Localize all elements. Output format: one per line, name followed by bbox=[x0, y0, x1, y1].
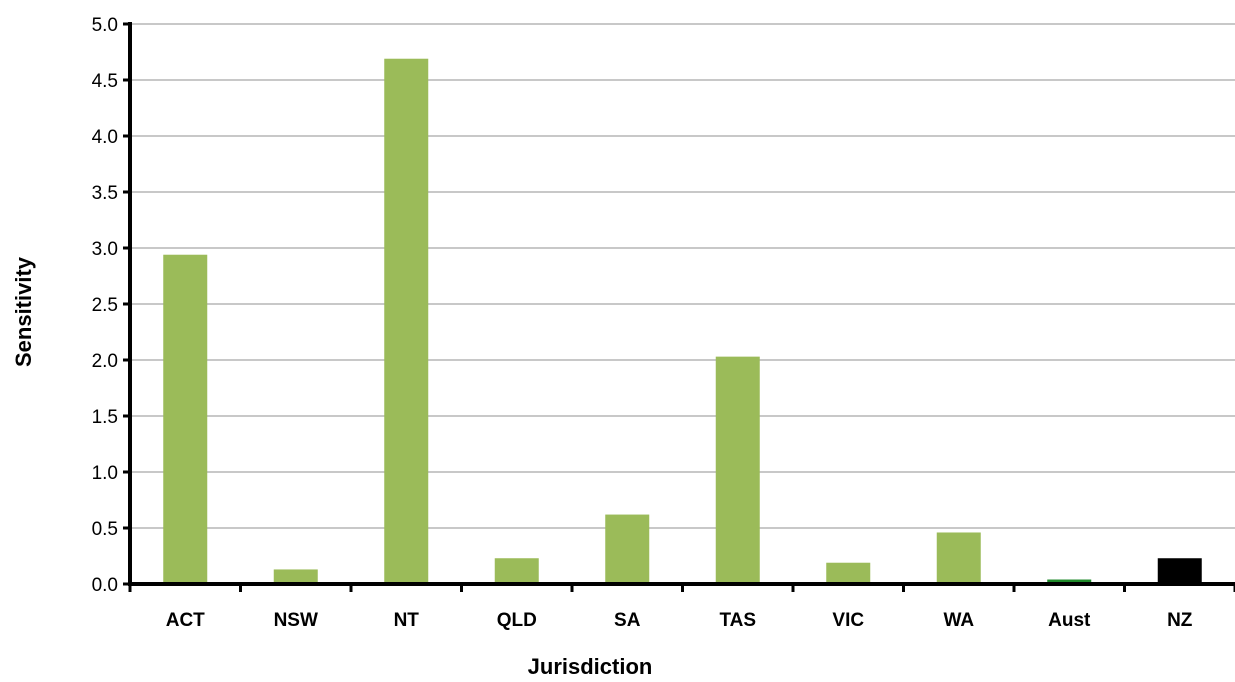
bar-act bbox=[163, 254, 208, 584]
x-tick-label: ACT bbox=[166, 610, 205, 631]
x-tick-label: NT bbox=[394, 610, 420, 631]
x-tick-label: NZ bbox=[1167, 610, 1193, 631]
y-axis-title: Sensitivity bbox=[11, 256, 36, 367]
y-tick-label: 3.0 bbox=[92, 239, 118, 260]
x-tick-label: VIC bbox=[832, 610, 864, 631]
bar-sa bbox=[605, 514, 650, 584]
bar-aust bbox=[1047, 579, 1092, 584]
y-tick-label: 5.0 bbox=[92, 15, 118, 36]
x-tick-label: WA bbox=[943, 610, 974, 631]
x-tick-label: SA bbox=[614, 610, 641, 631]
bar-tas bbox=[715, 356, 760, 584]
bar-wa bbox=[936, 532, 981, 584]
gridlines bbox=[130, 23, 1235, 529]
y-tick-label: 1.0 bbox=[92, 463, 118, 484]
y-tick-label: 1.5 bbox=[92, 407, 118, 428]
y-tick-label: 4.5 bbox=[92, 71, 118, 92]
y-tick-label: 4.0 bbox=[92, 127, 118, 148]
bar-nsw bbox=[273, 569, 318, 584]
bar-vic bbox=[826, 562, 871, 584]
axes bbox=[123, 22, 1235, 592]
bar-nt bbox=[384, 58, 429, 585]
y-tick-label: 0.5 bbox=[92, 519, 118, 540]
y-tick-label: 2.5 bbox=[92, 295, 118, 316]
x-tick-label: TAS bbox=[719, 610, 756, 631]
x-tick-label: NSW bbox=[274, 610, 318, 631]
bar-nz bbox=[1157, 558, 1202, 584]
y-tick-label: 0.0 bbox=[92, 575, 118, 596]
x-tick-label: Aust bbox=[1048, 610, 1091, 631]
bars bbox=[163, 58, 1202, 585]
y-tick-label: 3.5 bbox=[92, 183, 118, 204]
tick-labels: 0.0 0.5 1.0 1.5 2.0 2.5 3.0 3.5 4.0 4.5 5.0 ACT NSW N… bbox=[92, 15, 1193, 631]
x-tick-label: QLD bbox=[497, 610, 537, 631]
x-axis-title: Jurisdiction bbox=[528, 654, 653, 677]
bar-qld bbox=[494, 558, 539, 584]
y-tick-label: 2.0 bbox=[92, 351, 118, 372]
